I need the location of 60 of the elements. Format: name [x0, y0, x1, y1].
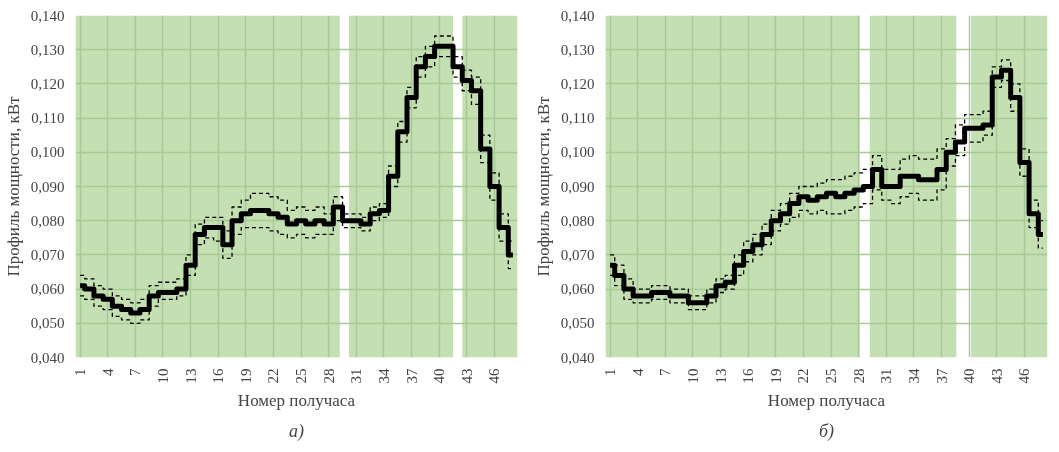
- y-tick-label: 0,100: [30, 144, 65, 161]
- x-tick-label: 43: [458, 368, 475, 384]
- y-tick-label: 0,110: [31, 110, 65, 127]
- y-tick-label: 0,140: [30, 7, 65, 24]
- text: а): [289, 420, 304, 442]
- y-tick-label: 0,090: [560, 178, 595, 195]
- x-tick-label: 37: [403, 368, 420, 384]
- y-tick-label: 0,080: [560, 212, 595, 229]
- x-tick-label: 7: [127, 368, 144, 376]
- x-tick-label: 31: [878, 368, 895, 384]
- y-tick-label: 0,080: [30, 212, 65, 229]
- text: б): [818, 420, 835, 442]
- x-tick-label: 46: [1016, 368, 1033, 384]
- y-tick-label: 0,060: [560, 281, 595, 298]
- y-tick-label: 0,060: [30, 281, 65, 298]
- x-tick-label: 25: [293, 368, 310, 384]
- y-tick-label: 0,070: [30, 246, 65, 263]
- x-tick-label: 4: [99, 368, 116, 376]
- x-tick-label: 13: [182, 368, 199, 384]
- y-axis-title: Профиль мощности, кВт: [3, 96, 23, 277]
- x-tick-label: 40: [431, 368, 448, 384]
- x-tick-label: 34: [375, 368, 392, 384]
- x-tick-label: 40: [961, 368, 978, 384]
- y-tick-label: 0,130: [560, 41, 595, 58]
- y-tick-label: 0,050: [30, 315, 65, 332]
- x-tick-label: 19: [237, 368, 254, 384]
- x-tick-label: 34: [905, 368, 922, 384]
- x-tick-label: 28: [850, 368, 867, 384]
- x-tick-label: 1: [602, 368, 619, 376]
- y-tick-label: 0,100: [560, 144, 595, 161]
- x-tick-label: 4: [629, 368, 646, 376]
- x-tick-label: 43: [988, 368, 1005, 384]
- y-tick-label: 0,140: [560, 7, 595, 24]
- x-tick-label: 10: [154, 368, 171, 384]
- x-axis-title: Номер получаса: [237, 391, 356, 411]
- x-tick-label: 13: [712, 368, 729, 384]
- x-axis-title: Номер получаса: [767, 391, 886, 411]
- y-tick-label: 0,050: [560, 315, 595, 332]
- y-tick-label: 0,110: [561, 110, 595, 127]
- y-axis-title: Профиль мощности, кВт: [533, 96, 553, 277]
- y-tick-label: 0,130: [30, 41, 65, 58]
- y-tick-label: 0,040: [560, 349, 595, 366]
- x-tick-label: 22: [265, 368, 282, 384]
- y-tick-label: 0,120: [560, 75, 595, 92]
- y-tick-label: 0,090: [30, 178, 65, 195]
- y-tick-label: 0,120: [30, 75, 65, 92]
- x-tick-label: 25: [823, 368, 840, 384]
- x-tick-label: 46: [486, 368, 503, 384]
- x-tick-label: 7: [657, 368, 674, 376]
- x-tick-label: 19: [767, 368, 784, 384]
- x-tick-label: 28: [320, 368, 337, 384]
- x-tick-label: 22: [795, 368, 812, 384]
- x-tick-label: 31: [348, 368, 365, 384]
- y-tick-label: 0,040: [30, 349, 65, 366]
- x-tick-label: 16: [210, 368, 227, 384]
- x-tick-label: 16: [740, 368, 757, 384]
- y-tick-label: 0,070: [560, 246, 595, 263]
- x-tick-label: 1: [72, 368, 89, 376]
- x-tick-label: 10: [684, 368, 701, 384]
- x-tick-label: 37: [933, 368, 950, 384]
